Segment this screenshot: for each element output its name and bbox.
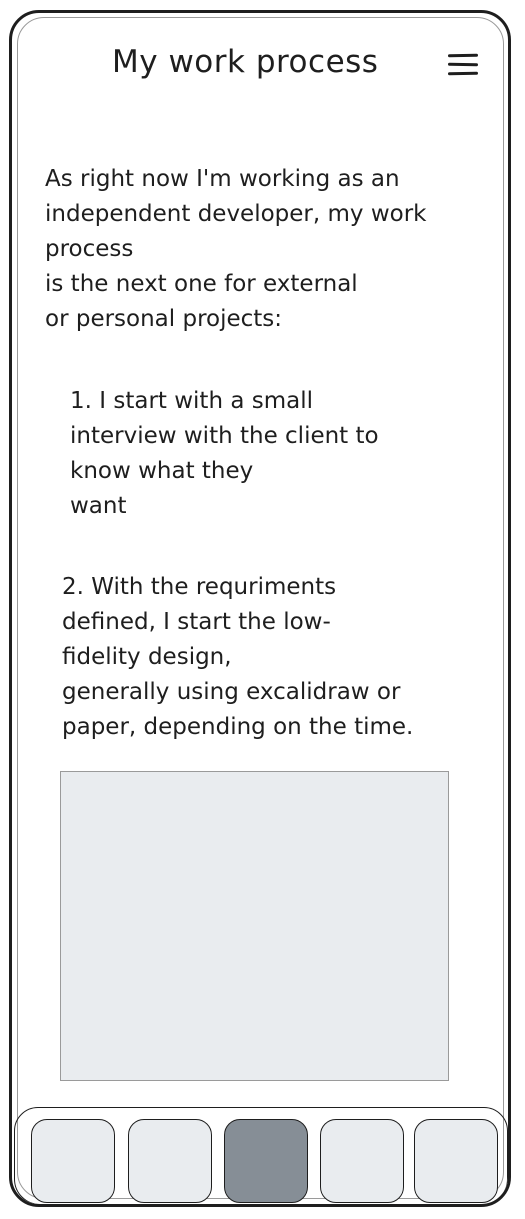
nav-button-1[interactable] <box>31 1119 115 1203</box>
nav-button-3-active[interactable] <box>224 1119 308 1203</box>
nav-button-5[interactable] <box>414 1119 498 1203</box>
bottom-nav-bar <box>14 1107 508 1204</box>
phone-frame: My work process As right now I'm working… <box>9 10 511 1207</box>
menu-line-top <box>447 53 479 58</box>
nav-button-4[interactable] <box>320 1119 404 1203</box>
intro-text: As right now I'm working as an independe… <box>45 166 427 332</box>
page-title: My work process <box>112 44 379 80</box>
process-step-2: 2. With the requriments defined, I start… <box>62 574 414 740</box>
image-placeholder <box>60 771 449 1081</box>
nav-button-2[interactable] <box>128 1119 212 1203</box>
menu-line-bottom <box>447 71 479 76</box>
menu-line-middle <box>447 62 479 67</box>
hamburger-menu-icon[interactable] <box>447 52 480 78</box>
process-step-1: 1. I start with a small interview with t… <box>70 388 379 519</box>
